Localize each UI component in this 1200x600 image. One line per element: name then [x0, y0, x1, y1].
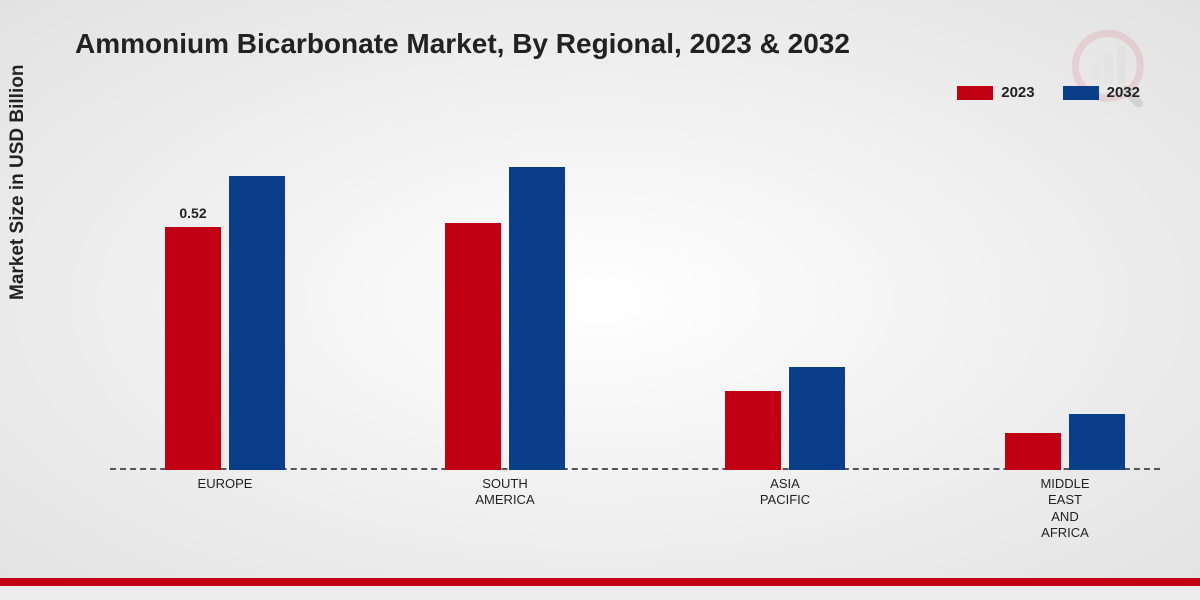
- legend-item-2032: 2032: [1063, 84, 1140, 101]
- legend-item-2023: 2023: [957, 84, 1034, 101]
- legend-swatch-2032: [1063, 86, 1099, 100]
- y-axis-label: Market Size in USD Billion: [7, 65, 29, 300]
- legend-label-2032: 2032: [1107, 84, 1140, 101]
- bar-group: [705, 367, 865, 470]
- x-axis-category-label: EUROPE: [198, 476, 253, 492]
- x-axis-category-label: MIDDLE EAST AND AFRICA: [1040, 476, 1089, 541]
- bar: [789, 367, 845, 470]
- bar: [1069, 414, 1125, 470]
- legend-swatch-2023: [957, 86, 993, 100]
- bar-group: 0.52: [145, 176, 305, 470]
- plot-area: 0.52: [110, 120, 1160, 470]
- logo-watermark: [1070, 28, 1160, 118]
- bar-group: [425, 167, 585, 470]
- footer-accent-bar: [0, 578, 1200, 600]
- x-axis-category-label: SOUTH AMERICA: [475, 476, 534, 509]
- legend: 2023 2032: [957, 84, 1140, 101]
- bar: [445, 223, 501, 470]
- x-axis-labels: EUROPE SOUTH AMERICA ASIA PACIFIC MIDDLE EA…: [110, 470, 1160, 550]
- bar: [229, 176, 285, 470]
- bar: [725, 391, 781, 470]
- bar-value-label: 0.52: [179, 205, 206, 221]
- x-axis-category-label: ASIA PACIFIC: [760, 476, 810, 509]
- bar: [1005, 433, 1061, 470]
- bar-group: [985, 414, 1145, 470]
- chart-title: Ammonium Bicarbonate Market, By Regional…: [75, 28, 850, 60]
- legend-label-2023: 2023: [1001, 84, 1034, 101]
- bar: 0.52: [165, 227, 221, 470]
- bar: [509, 167, 565, 470]
